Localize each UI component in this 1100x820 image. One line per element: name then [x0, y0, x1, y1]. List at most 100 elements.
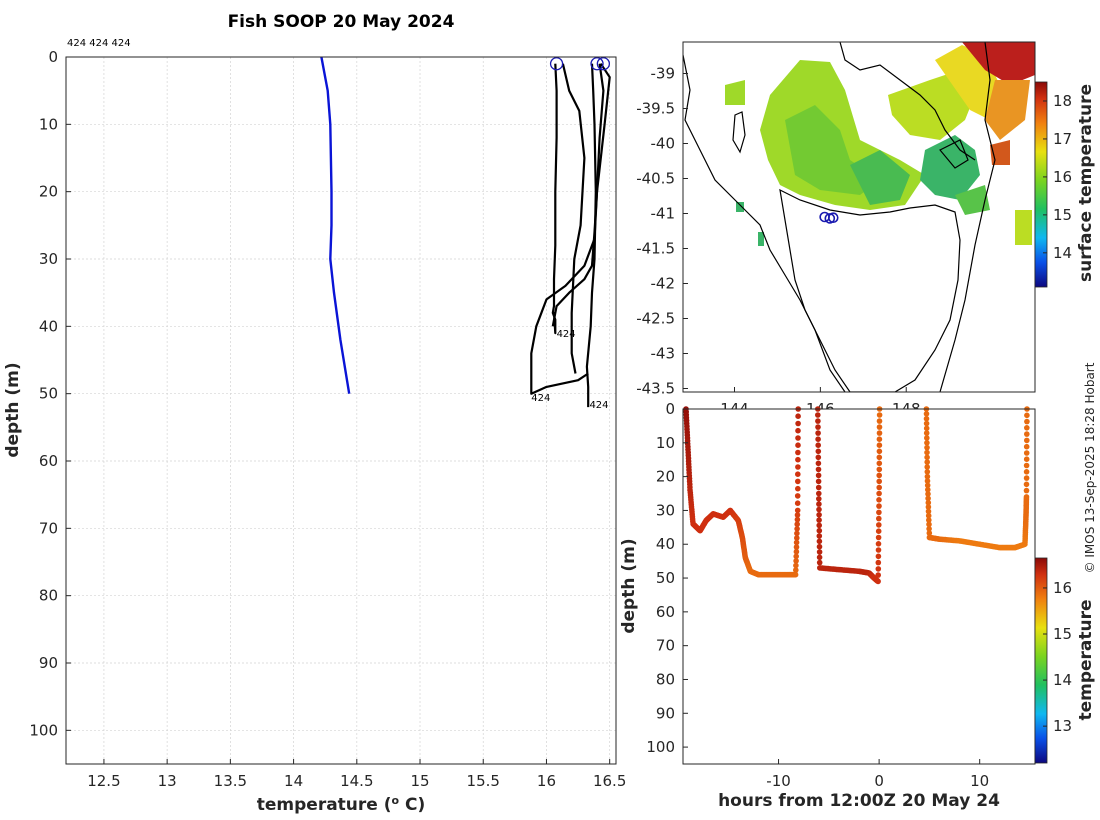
section-point	[816, 506, 822, 513]
section-point	[815, 430, 821, 436]
section-point	[816, 527, 823, 534]
y-tick-label: 100	[646, 738, 675, 756]
section-point	[875, 578, 881, 585]
section-point	[1023, 494, 1030, 500]
lat-tick-label: -40	[651, 135, 676, 153]
section-point	[795, 442, 801, 449]
lat-tick-label: -43	[651, 345, 676, 363]
lat-tick-label: -39.5	[636, 100, 675, 118]
section-panel: -10 0 10 0 10 20 30 40 50 60 70 80 90 100 hours from…	[619, 400, 1096, 811]
section-point	[924, 444, 930, 451]
section-point	[876, 466, 883, 473]
y-tick-label: 10	[656, 434, 675, 452]
tasmania-coast	[779, 188, 961, 392]
section-point	[793, 539, 800, 546]
chart-title: Fish SOOP 20 May 2024	[228, 12, 455, 32]
section-point	[816, 501, 822, 507]
section-point	[876, 472, 882, 479]
section-point	[794, 512, 801, 518]
section-point	[794, 493, 801, 499]
section-point	[794, 500, 801, 507]
section-point	[876, 490, 882, 497]
section-point	[925, 504, 932, 510]
section-point	[794, 526, 800, 532]
y-tick-label: 40	[656, 535, 675, 553]
cast-label: 424	[557, 329, 576, 340]
coastline	[683, 42, 996, 392]
profile-panel: Fish SOOP 20 May 2024 424 424 424 424424…	[3, 12, 626, 815]
section-point	[794, 507, 801, 514]
map-panel: 144146148 -39-39.5-40-40.5-41-41.5-42-42…	[636, 41, 1096, 418]
section-point	[793, 544, 800, 550]
y-tick-label: 90	[39, 654, 58, 672]
section-point	[876, 503, 882, 509]
section-point	[816, 559, 823, 566]
colorbar-tick-label: 15	[1053, 206, 1072, 224]
section-point	[1023, 469, 1030, 475]
section-point	[795, 420, 801, 427]
section-point	[815, 442, 821, 449]
section-point	[876, 460, 883, 467]
ship-position-marker	[827, 212, 839, 223]
lat-tick-label: -43.5	[636, 380, 675, 398]
y-tick-label: 20	[39, 183, 58, 201]
y-tick-label: 60	[39, 452, 58, 470]
section-point	[876, 430, 883, 436]
section-point	[1024, 412, 1030, 419]
y-tick-label: 80	[656, 670, 675, 688]
section-point	[816, 538, 823, 545]
section-point	[816, 554, 823, 561]
colorbar-tick-label: 13	[1053, 717, 1072, 735]
mean-profile-line	[320, 56, 351, 394]
section-point	[876, 418, 883, 424]
section-point	[876, 448, 883, 455]
section-point	[795, 478, 801, 485]
lat-tick-label: -41.5	[636, 240, 675, 258]
ship-positions	[819, 211, 839, 224]
section-point	[925, 495, 931, 502]
section-point	[875, 559, 882, 566]
section-x-axis-label: hours from 12:00Z 20 May 24	[718, 791, 1000, 811]
section-point	[1024, 437, 1030, 444]
section-point	[815, 424, 821, 430]
x-tick-label: 16.5	[593, 772, 626, 790]
temperature-colorbar	[1034, 557, 1048, 764]
y-tick-label: 50	[39, 385, 58, 403]
x-tick-label: 13	[158, 772, 177, 790]
section-point	[793, 553, 799, 560]
y-tick-label: 20	[656, 468, 675, 486]
x-tick-label: 0	[874, 772, 884, 790]
section-point	[816, 543, 823, 550]
y-tick-label: 30	[39, 250, 58, 268]
section-y-axis-label: depth (m)	[619, 538, 639, 633]
x-tick-label: 14.5	[340, 772, 373, 790]
section-point	[793, 558, 799, 564]
section-point	[925, 486, 931, 493]
section-point	[875, 541, 882, 547]
section-point	[815, 436, 821, 443]
section-x-tick-labels: -10 0 10	[766, 759, 989, 790]
section-point	[924, 469, 931, 475]
section-point	[816, 490, 822, 497]
section-point	[1023, 487, 1030, 494]
cast-line	[530, 63, 605, 395]
x-tick-labels: 12.5 13 13.5 14 14.5 15 15.5 16 16.5	[87, 759, 626, 790]
map-latitude-ticks: -39 -39.5 -40 -40.5 -41 -41.5 -42 -42.5 -43 -43.5	[636, 65, 688, 398]
sst-patch	[985, 80, 1030, 140]
section-point	[925, 508, 932, 515]
section-point	[794, 521, 800, 527]
sst-patch	[758, 232, 764, 246]
map-content	[683, 42, 1035, 392]
series-lines	[320, 56, 611, 408]
section-point	[876, 454, 883, 461]
colorbar-tick-label: 16	[1053, 579, 1072, 597]
y-axis-label: depth (m)	[3, 362, 23, 457]
cast-label: 424	[531, 393, 550, 404]
x-tick-label: 14	[284, 772, 303, 790]
section-point	[1024, 425, 1030, 431]
section-point	[1023, 456, 1030, 463]
section-point	[816, 549, 823, 555]
section-point	[816, 496, 822, 502]
colorbar-tick-label: 15	[1053, 625, 1072, 643]
